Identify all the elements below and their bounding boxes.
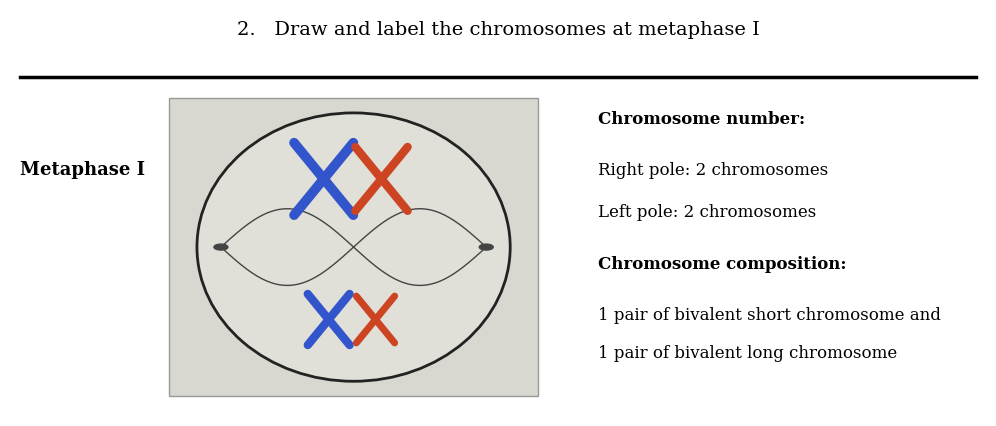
Text: Right pole: 2 chromosomes: Right pole: 2 chromosomes [598, 162, 828, 179]
Text: Left pole: 2 chromosomes: Left pole: 2 chromosomes [598, 204, 816, 222]
Text: 1 pair of bivalent short chromosome and: 1 pair of bivalent short chromosome and [598, 307, 940, 324]
Circle shape [214, 244, 228, 250]
Ellipse shape [197, 113, 510, 381]
Text: Metaphase I: Metaphase I [20, 161, 145, 179]
Text: 1 pair of bivalent long chromosome: 1 pair of bivalent long chromosome [598, 345, 896, 362]
Text: Chromosome composition:: Chromosome composition: [598, 256, 846, 273]
Text: Chromosome number:: Chromosome number: [598, 111, 805, 128]
Circle shape [479, 244, 493, 250]
Text: 2.   Draw and label the chromosomes at metaphase I: 2. Draw and label the chromosomes at met… [237, 21, 759, 39]
Bar [169, 98, 538, 396]
